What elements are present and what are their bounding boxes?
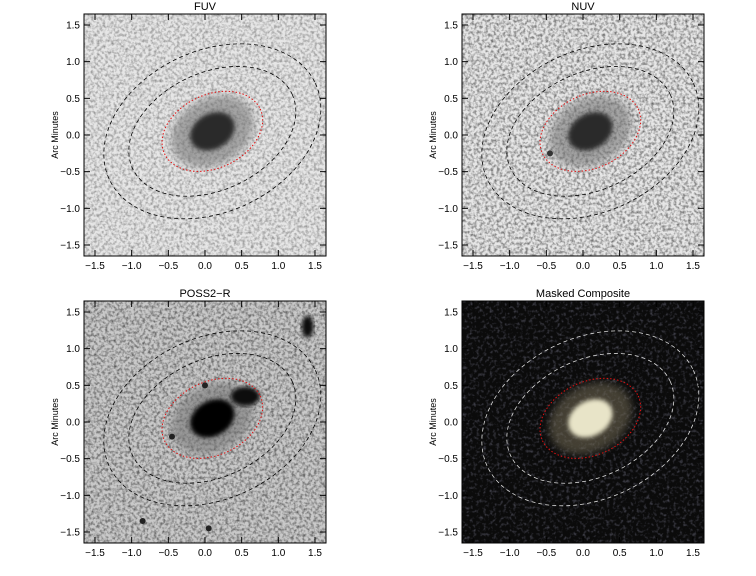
y-tick-label: −0.5 <box>60 454 80 465</box>
aperture-ellipse-inner <box>539 377 642 459</box>
x-tick-label: 1.5 <box>686 548 700 559</box>
y-axis-label: Arc Minutes <box>50 111 60 159</box>
star <box>202 382 208 389</box>
y-tick-label: 1.5 <box>66 308 80 319</box>
star <box>547 150 553 157</box>
y-tick-label: −1.0 <box>60 204 80 215</box>
y-tick-label: −0.5 <box>438 167 458 178</box>
y-tick-label: 0.0 <box>444 418 458 429</box>
y-tick-label: 1.5 <box>444 21 458 32</box>
y-tick-label: 1.0 <box>444 57 458 68</box>
x-tick-label: −1.5 <box>463 261 483 272</box>
aperture-ellipse <box>128 353 297 484</box>
x-tick-label: 0.0 <box>198 261 212 272</box>
y-tick-label: 0.5 <box>66 381 80 392</box>
x-tick-label: 0.5 <box>235 261 249 272</box>
y-tick-label: 1.0 <box>66 57 80 68</box>
y-tick-label: 1.5 <box>66 21 80 32</box>
panel: −1.5 −1.0 −0.5 0.0 0.5 1.0 1.5 −1.5 −1.0 −0.5 0.0 0… <box>428 288 705 559</box>
galaxy-core <box>190 399 235 438</box>
x-tick-label: 1.5 <box>686 261 700 272</box>
panel-title: NUV <box>571 1 595 13</box>
y-tick-label: −1.5 <box>438 241 458 252</box>
aperture-ellipse-inner <box>161 90 264 172</box>
panel: −1.5 −1.0 −0.5 0.0 0.5 1.0 1.5 −1.5 −1.0 −0.5 0.0 0… <box>50 1 327 272</box>
image <box>84 14 326 256</box>
x-tick-label: −1.0 <box>500 261 520 272</box>
aperture-ellipse-inner <box>539 90 642 172</box>
galaxy-core <box>190 112 235 151</box>
x-tick-label: 0.0 <box>198 548 212 559</box>
image <box>84 301 326 543</box>
x-tick-label: −1.0 <box>122 261 142 272</box>
y-tick-label: 1.0 <box>444 344 458 355</box>
y-axis-label: Arc Minutes <box>50 398 60 446</box>
y-tick-label: 0.5 <box>66 94 80 105</box>
aperture-ellipse <box>506 353 675 484</box>
star <box>301 315 314 338</box>
y-tick-label: −1.0 <box>438 491 458 502</box>
panel: −1.5 −1.0 −0.5 0.0 0.5 1.0 1.5 −1.5 −1.0 −0.5 0.0 0… <box>50 288 327 559</box>
x-tick-label: −1.5 <box>85 261 105 272</box>
aperture-ellipse <box>128 66 297 197</box>
x-tick-label: 1.0 <box>649 261 663 272</box>
image <box>462 14 704 256</box>
panel-title: POSS2−R <box>179 288 230 300</box>
star <box>169 433 175 440</box>
x-tick-label: −1.0 <box>122 548 142 559</box>
x-tick-label: −1.0 <box>500 548 520 559</box>
y-tick-label: 0.5 <box>444 381 458 392</box>
aperture-ellipse-inner <box>161 377 264 459</box>
x-tick-label: −1.5 <box>85 548 105 559</box>
x-tick-label: −0.5 <box>536 548 556 559</box>
x-tick-label: −1.5 <box>463 548 483 559</box>
y-tick-label: −1.0 <box>438 204 458 215</box>
x-tick-label: 0.5 <box>613 548 627 559</box>
x-tick-label: 0.5 <box>613 261 627 272</box>
x-tick-label: 1.5 <box>308 261 322 272</box>
star <box>139 518 146 524</box>
y-tick-label: −1.5 <box>438 528 458 539</box>
y-axis-label: Arc Minutes <box>428 111 438 159</box>
y-tick-label: 0.0 <box>66 131 80 142</box>
y-tick-label: 1.5 <box>444 308 458 319</box>
panel-title: FUV <box>194 1 217 13</box>
y-tick-label: −0.5 <box>60 167 80 178</box>
aperture-ellipse <box>103 43 322 220</box>
galaxy-core <box>568 399 613 438</box>
panel-title: Masked Composite <box>536 288 630 300</box>
image <box>462 301 704 543</box>
x-tick-label: 0.5 <box>235 548 249 559</box>
aperture-ellipse <box>481 330 700 507</box>
y-tick-label: −0.5 <box>438 454 458 465</box>
y-tick-label: 0.5 <box>444 94 458 105</box>
x-tick-label: 1.0 <box>271 548 285 559</box>
aperture-ellipse <box>506 66 675 197</box>
x-tick-label: −0.5 <box>158 548 178 559</box>
x-tick-label: 1.5 <box>308 548 322 559</box>
y-tick-label: 1.0 <box>66 344 80 355</box>
galaxy-core <box>568 112 613 151</box>
y-tick-label: −1.5 <box>60 528 80 539</box>
y-tick-label: 0.0 <box>444 131 458 142</box>
galaxy-arm <box>230 386 260 406</box>
x-tick-label: 0.0 <box>576 548 590 559</box>
x-tick-label: 0.0 <box>576 261 590 272</box>
y-axis-label: Arc Minutes <box>428 398 438 446</box>
y-tick-label: 0.0 <box>66 418 80 429</box>
panel: −1.5 −1.0 −0.5 0.0 0.5 1.0 1.5 −1.5 −1.0 −0.5 0.0 0… <box>428 1 705 272</box>
aperture-ellipse <box>103 330 322 507</box>
y-tick-label: −1.0 <box>60 491 80 502</box>
x-tick-label: 1.0 <box>271 261 285 272</box>
x-tick-label: −0.5 <box>158 261 178 272</box>
x-tick-label: −0.5 <box>536 261 556 272</box>
star <box>205 525 212 532</box>
y-tick-label: −1.5 <box>60 241 80 252</box>
x-tick-label: 1.0 <box>649 548 663 559</box>
